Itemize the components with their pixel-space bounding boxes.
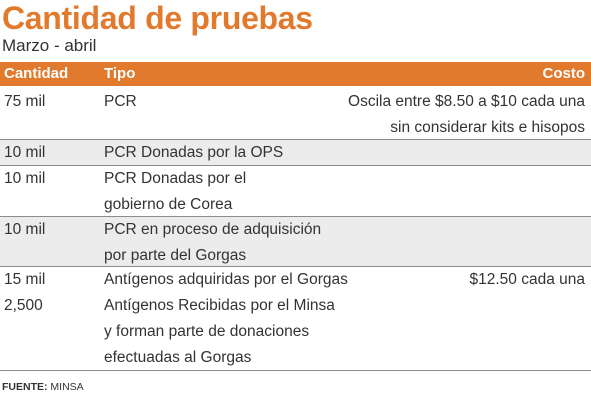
cell-line: PCR Donadas por el — [104, 170, 247, 187]
source-note: FUENTE: MINSA — [2, 380, 84, 394]
cell-line: 2,500 — [4, 297, 43, 314]
cell-line: 10 mil — [4, 221, 46, 238]
cell-line: Antígenos Recibidas por el Minsa — [104, 297, 335, 314]
cell-line: 10 mil — [4, 144, 46, 161]
cell-tipo: PCR Donadas por el gobierno de Corea — [104, 166, 404, 218]
page-title: Cantidad de pruebas — [2, 0, 313, 36]
cell-line: efectuadas al Gorgas — [104, 349, 252, 366]
cell-line: 75 mil — [4, 93, 46, 110]
table-row: 10 mil PCR Donadas por la OPS — [0, 140, 591, 166]
cell-line: PCR Donadas por la OPS — [104, 144, 284, 161]
header-costo: Costo — [542, 65, 586, 82]
cell-cantidad: 10 mil — [4, 166, 45, 192]
table-row: 75 mil PCR Oscila entre $8.50 a $10 cada… — [0, 86, 591, 140]
cell-line: PCR en proceso de adquisición — [104, 221, 322, 238]
cell-line: por parte del Gorgas — [104, 247, 247, 264]
header-cantidad: Cantidad — [4, 65, 69, 82]
cell-line: 15 mil — [4, 271, 46, 288]
table-row: 10 mil PCR en proceso de adquisición por… — [0, 217, 591, 267]
cell-line: gobierno de Corea — [104, 196, 233, 213]
cell-cantidad: 10 mil — [4, 140, 45, 166]
cell-cantidad: 10 mil — [4, 217, 45, 243]
table-row: 15 mil 2,500 Antígenos adquiridas por el… — [0, 267, 591, 371]
cell-line: Antígenos adquiridas por el Gorgas — [104, 271, 348, 288]
cell-line: y forman parte de donaciones — [104, 323, 310, 340]
cell-line: PCR — [104, 93, 137, 110]
cell-tipo: PCR Donadas por la OPS — [104, 140, 404, 166]
cell-tipo: Antígenos adquiridas por el Gorgas Antíg… — [104, 267, 404, 371]
cell-line: Oscila entre $8.50 a $10 cada una — [348, 93, 585, 110]
cell-costo: Oscila entre $8.50 a $10 cada una sin co… — [348, 89, 585, 141]
page-subtitle: Marzo - abril — [2, 36, 97, 55]
header-tipo: Tipo — [104, 65, 136, 82]
cell-tipo: PCR en proceso de adquisición por parte … — [104, 217, 404, 269]
source-label: FUENTE: — [2, 381, 48, 393]
source-text: MINSA — [50, 381, 84, 393]
cell-line: $12.50 cada una — [469, 271, 586, 288]
cell-costo: $12.50 cada una — [470, 267, 586, 293]
table-header: Cantidad Tipo Costo — [0, 62, 591, 86]
cell-cantidad: 15 mil 2,500 — [4, 267, 45, 319]
cell-line: 10 mil — [4, 170, 46, 187]
cell-cantidad: 75 mil — [4, 89, 45, 115]
cell-line: sin considerar kits e hisopos — [390, 119, 585, 136]
cell-tipo: PCR — [104, 89, 404, 115]
table-row: 10 mil PCR Donadas por el gobierno de Co… — [0, 166, 591, 217]
